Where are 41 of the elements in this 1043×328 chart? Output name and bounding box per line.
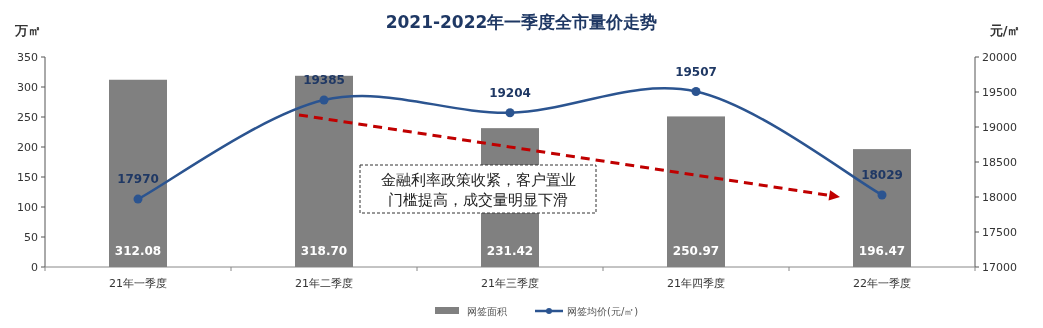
- data-label: 19507: [675, 64, 717, 79]
- data-label: 231.42: [486, 244, 534, 258]
- y-tick-label: 150: [17, 171, 38, 184]
- point: [319, 95, 329, 105]
- x-tick-label: 22年一季度: [853, 277, 911, 290]
- y-axis-title: 万㎡: [14, 23, 41, 38]
- data-label: 318.70: [300, 244, 348, 258]
- data-label: 18029: [861, 167, 903, 182]
- y-tick-label: 200: [17, 141, 38, 154]
- y2-tick-label: 20000: [982, 51, 1017, 64]
- y-tick-label: 50: [24, 231, 38, 244]
- y2-tick-label: 18000: [982, 191, 1017, 204]
- point: [505, 108, 515, 118]
- y2-tick-label: 18500: [982, 156, 1017, 169]
- data-label: 196.47: [858, 244, 906, 258]
- x-tick-label: 21年四季度: [667, 277, 725, 290]
- point: [133, 194, 143, 204]
- y2-tick-label: 17000: [982, 261, 1017, 274]
- y-tick-label: 250: [17, 111, 38, 124]
- data-label: 250.97: [672, 244, 720, 258]
- point: [877, 190, 887, 200]
- legend-label: 网签面积: [467, 306, 507, 317]
- data-label: 19385: [303, 73, 345, 88]
- chart-title: 2021-2022年一季度全市量价走势: [385, 12, 658, 32]
- y2-axis-title: 元/㎡: [988, 23, 1021, 38]
- x-tick-label: 21年一季度: [109, 277, 167, 290]
- y-tick-label: 300: [17, 81, 38, 94]
- y-tick-label: 350: [17, 51, 38, 64]
- x-tick-label: 21年二季度: [295, 277, 353, 290]
- y-tick-label: 0: [31, 261, 38, 274]
- point: [691, 87, 701, 97]
- x-tick-label: 21年三季度: [481, 277, 539, 290]
- data-label: 17970: [117, 172, 159, 187]
- data-label: 312.08: [114, 244, 162, 258]
- y2-tick-label: 19500: [982, 86, 1017, 99]
- data-label: 19204: [489, 85, 531, 100]
- legend-label: 网签均价(元/㎡): [567, 306, 639, 317]
- annotation: 金融利率政策收紧，客户置业门槛提高，成交量明显下滑: [380, 172, 576, 208]
- y-tick-label: 100: [17, 201, 38, 214]
- y2-tick-label: 19000: [982, 121, 1017, 134]
- y2-tick-label: 17500: [982, 226, 1017, 239]
